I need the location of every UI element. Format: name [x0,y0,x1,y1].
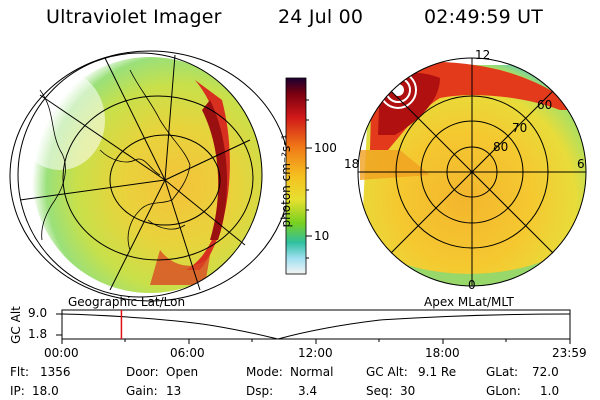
mlat-label-80: 80 [493,140,509,154]
glon-value: 1.0 [540,384,560,398]
door-label: Door: [126,365,159,379]
flt-value: 1356 [40,365,71,379]
glon-label: GLon: [486,384,521,398]
altitude-tick-high: 9.0 [28,306,48,320]
orbit-altitude-plot [56,309,571,344]
altitude-tick-low: 1.8 [28,327,48,341]
gcalt-value: 9.1 Re [418,365,457,379]
time-tick-0600: 06:00 [170,346,205,360]
geographic-panel-label: Geographic Lat/Lon [68,295,186,309]
dsp-label: Dsp: [246,384,274,398]
mlat-label-70: 70 [512,121,528,135]
ip-label: IP: [10,384,25,398]
mode-label: Mode: [246,365,283,379]
gain-label: Gain: [126,384,158,398]
instrument-title: Ultraviolet Imager [46,6,222,28]
mlt-label-12: 12 [475,48,491,62]
color-scale-ticks [306,99,312,259]
mode-value: Normal [290,365,334,379]
altitude-axis-label: GC Alt [9,306,23,344]
glat-label: GLat: [486,365,519,379]
magnetic-panel-label: Apex MLat/MLT [424,295,514,309]
ip-value: 18.0 [32,384,59,398]
time-tick-1800: 18:00 [425,346,460,360]
colorbar-tick-10: 10 [314,229,330,243]
dsp-value: 3.4 [298,384,318,398]
gain-value: 13 [166,384,182,398]
mlt-label-18: 18 [344,157,360,171]
observation-time: 02:49:59 UT [424,6,544,28]
time-tick-2359: 23:59 [552,346,587,360]
time-tick-1200: 12:00 [298,346,333,360]
geographic-image [9,50,291,302]
magnetic-image [357,57,587,287]
seq-label: Seq: [366,384,393,398]
gcalt-label: GC Alt: [366,365,408,379]
colorbar-tick-100: 100 [314,141,337,155]
color-scale-bar [285,77,307,275]
colorbar-unit-label: photon cm⁻²s⁻¹ [279,134,293,228]
seq-value: 30 [400,384,416,398]
glat-value: 72.0 [532,365,559,379]
flt-label: Flt: [10,365,29,379]
time-tick-0000: 00:00 [44,346,79,360]
door-value: Open [166,365,199,379]
mlt-label-0: 0 [468,278,476,292]
observation-date: 24 Jul 00 [278,6,364,28]
mlt-label-6: 6 [577,157,585,171]
mlat-label-60: 60 [537,98,553,112]
